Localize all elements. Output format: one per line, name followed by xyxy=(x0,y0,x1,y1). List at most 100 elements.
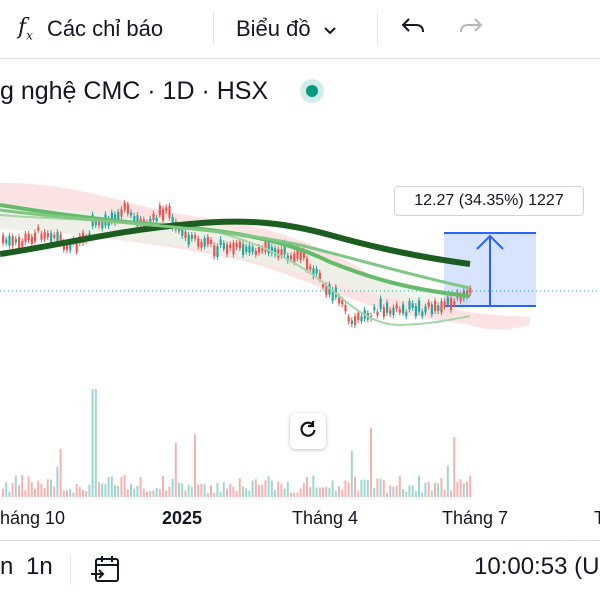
volume-bar xyxy=(174,442,177,497)
volume-bar xyxy=(456,481,459,497)
candle-body xyxy=(338,296,341,304)
candle-body xyxy=(200,241,203,248)
candle-body xyxy=(46,233,49,238)
indicators-button[interactable]: fx Các chỉ báo xyxy=(18,12,163,46)
time-tick: háng 10 xyxy=(0,508,66,528)
volume-bar xyxy=(248,491,251,497)
candle-body xyxy=(232,242,235,255)
candle-body xyxy=(53,234,56,238)
candle-body xyxy=(459,295,462,301)
chart-legend[interactable]: g nghệ CMC · 1D · HSX xyxy=(0,74,319,108)
candle-body xyxy=(50,233,53,245)
volume-bar xyxy=(264,480,267,497)
candle-body xyxy=(293,253,296,263)
candle-body xyxy=(466,290,469,297)
candle-body xyxy=(280,249,283,256)
volume-bar xyxy=(322,487,324,497)
time-axis[interactable]: háng 10 2025 Tháng 4 Tháng 7 T xyxy=(0,498,600,540)
candle-body xyxy=(242,243,245,255)
volume-bar xyxy=(312,475,315,497)
candle-body xyxy=(66,244,69,250)
candle-body xyxy=(18,237,21,249)
chart-type-button[interactable]: Biểu đồ xyxy=(236,12,337,46)
candle-body xyxy=(309,266,312,270)
volume-bar xyxy=(210,485,212,497)
volume-bar xyxy=(117,485,120,497)
volume-bar xyxy=(251,480,254,497)
volume-bar xyxy=(94,389,97,497)
undo-button[interactable] xyxy=(400,12,426,46)
candle-body xyxy=(226,244,229,255)
range-button-partial[interactable]: n xyxy=(0,553,14,580)
ma-upper-line xyxy=(0,208,471,290)
candle-body xyxy=(424,306,427,313)
candle-body xyxy=(379,298,382,310)
candle-body xyxy=(469,288,472,293)
clock-timezone[interactable]: 10:00:53 (U xyxy=(474,553,600,580)
volume-bar xyxy=(142,488,145,497)
candle-body xyxy=(98,219,101,226)
volume-bar xyxy=(104,484,107,497)
volume-bar xyxy=(469,475,472,497)
candle-body xyxy=(360,316,363,322)
price-chart[interactable] xyxy=(0,120,600,498)
market-status-dot xyxy=(306,85,319,97)
volume-bar xyxy=(414,491,417,497)
candle-body xyxy=(418,300,421,312)
goto-date-button[interactable] xyxy=(90,555,122,592)
candle-body xyxy=(450,298,453,311)
volume-bar xyxy=(318,487,321,497)
volume-bar xyxy=(59,448,62,497)
candle-body xyxy=(357,312,360,321)
candle-body xyxy=(222,243,225,249)
candle-body xyxy=(27,233,30,241)
candle-body xyxy=(398,309,401,313)
volume-bar xyxy=(62,490,65,497)
time-tick: 2025 xyxy=(162,508,203,528)
volume-bar xyxy=(190,486,193,497)
volume-bar xyxy=(101,483,104,497)
volume-bar xyxy=(206,492,209,497)
undo-icon xyxy=(400,16,426,42)
range-button-1n[interactable]: 1n xyxy=(26,553,53,580)
candle-body xyxy=(210,240,213,244)
volume-bar xyxy=(398,475,401,497)
candle-body xyxy=(11,236,14,246)
reset-chart-button[interactable] xyxy=(290,413,326,449)
chevron-down-icon xyxy=(323,16,337,42)
redo-button[interactable] xyxy=(458,12,484,46)
candle-body xyxy=(181,225,184,236)
volume-bar xyxy=(443,489,446,497)
volume-bar xyxy=(450,490,452,497)
candle-body xyxy=(245,246,248,252)
volume-bar xyxy=(232,486,235,497)
fx-icon: fx xyxy=(18,15,33,43)
volume-bar xyxy=(213,492,216,497)
volume-bar xyxy=(27,476,30,497)
volume-bar xyxy=(18,485,20,497)
candle-body xyxy=(229,244,232,248)
volume-bar xyxy=(421,492,424,497)
candle-body xyxy=(21,241,24,247)
volume-bar xyxy=(197,484,200,497)
candle-body xyxy=(59,234,62,243)
volume-bar xyxy=(453,436,456,497)
volume-bar xyxy=(373,487,376,497)
volume-layer xyxy=(2,389,472,497)
volume-bar xyxy=(155,487,158,497)
volume-bar xyxy=(91,389,94,497)
volume-bar xyxy=(440,478,443,497)
volume-bar xyxy=(235,490,238,497)
volume-bar xyxy=(283,488,286,497)
candle-body xyxy=(440,301,443,313)
volume-bar xyxy=(418,475,420,497)
volume-bar xyxy=(200,483,203,497)
candle-body xyxy=(414,306,417,317)
volume-bar xyxy=(459,479,462,497)
time-tick: Tháng 7 xyxy=(442,508,509,528)
volume-bar xyxy=(56,466,59,497)
volume-bar xyxy=(123,475,126,497)
volume-bar xyxy=(120,477,123,497)
candle-body xyxy=(37,227,40,231)
candle-body xyxy=(270,246,273,254)
